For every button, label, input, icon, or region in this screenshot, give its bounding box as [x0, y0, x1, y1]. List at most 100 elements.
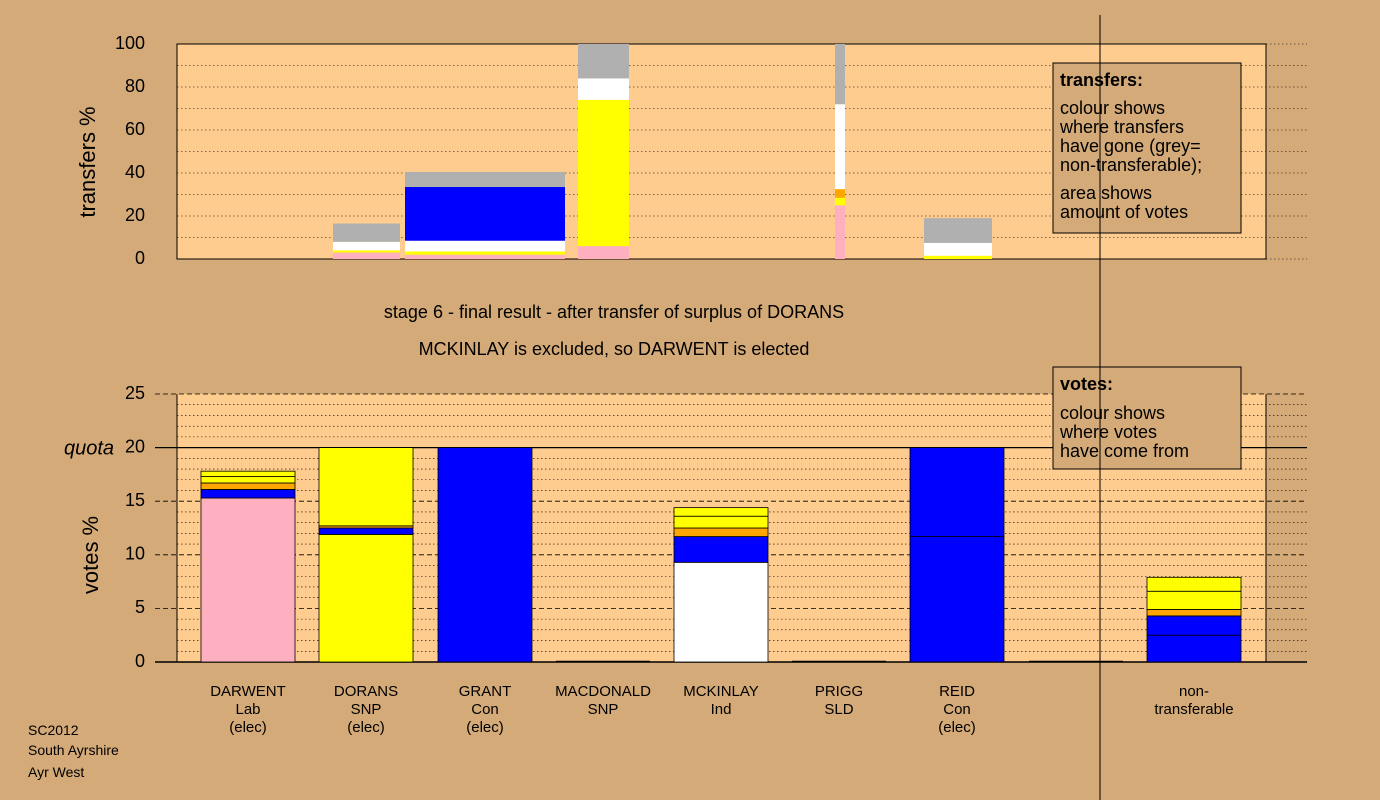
votes-legend-box — [1052, 366, 1242, 470]
vote-bar-segment — [909, 447, 1005, 537]
category-label: DORANS — [334, 683, 398, 700]
category-label: Ind — [711, 701, 732, 718]
vote-bar-segment — [673, 561, 769, 663]
transfers-y-axis-label: transfers % — [75, 106, 100, 217]
transfers-y-ticks: 0 20 40 60 80 100 — [115, 33, 145, 268]
footer-line: Ayr West — [28, 764, 84, 780]
transfers-tick-label: 0 — [135, 248, 145, 268]
vote-bar-segment — [200, 482, 296, 490]
transfers-legend-line: amount of votes — [1060, 202, 1188, 222]
vote-bar-segment — [673, 527, 769, 537]
transfer-bar-segment — [333, 223, 400, 242]
votes-tick-label: 10 — [125, 544, 145, 564]
vote-bar-segment — [1146, 590, 1242, 610]
transfer-bar-segment — [835, 197, 845, 206]
vote-bar-segment — [318, 534, 414, 663]
transfers-legend-line: where transfers — [1059, 117, 1184, 137]
votes-y-ticks: 0 5 10 15 20 25 — [125, 383, 145, 671]
transfers-legend-line: area shows — [1060, 183, 1152, 203]
transfer-bar-segment — [405, 171, 565, 187]
transfer-bar-segment — [333, 250, 400, 253]
category-label: GRANT — [459, 683, 512, 700]
transfer-bar-segment — [578, 99, 629, 247]
category-label: MCKINLAY — [683, 683, 759, 700]
transfers-bars — [333, 44, 992, 259]
quota-label: quota — [64, 437, 114, 459]
category-label: SLD — [824, 701, 853, 718]
vote-bar-segment — [437, 447, 533, 663]
category-label: non- — [1179, 683, 1209, 700]
vote-bar-segment — [1146, 609, 1242, 617]
transfers-legend-line: colour shows — [1060, 98, 1165, 118]
transfer-bar-segment — [924, 218, 992, 243]
transfer-bar-segment — [405, 240, 565, 252]
transfer-bar-segment — [333, 252, 400, 259]
vote-bar-segment — [909, 536, 1005, 663]
category-label: Lab — [235, 701, 260, 718]
vote-bar-segment — [318, 447, 414, 527]
category-label: (elec) — [347, 719, 385, 736]
transfer-bar-segment — [835, 104, 845, 190]
transfers-legend-heading: transfers: — [1060, 70, 1143, 90]
votes-legend-line: have come from — [1060, 441, 1189, 461]
transfers-gridlines — [177, 43, 1307, 260]
votes-legend-line: where votes — [1059, 422, 1157, 442]
votes-legend: votes: colour shows where votes have com… — [1052, 366, 1242, 470]
vote-bar-segment — [200, 497, 296, 663]
category-label: Con — [943, 701, 971, 718]
category-label: PRIGG — [815, 683, 863, 700]
vote-bar-segment — [1146, 634, 1242, 663]
category-label: transferable — [1154, 701, 1233, 718]
transfer-bar-segment — [835, 189, 845, 198]
category-label: SNP — [588, 701, 619, 718]
votes-tick-label: 25 — [125, 383, 145, 403]
category-label: (elec) — [466, 719, 504, 736]
transfer-bar-segment — [835, 205, 845, 259]
transfers-tick-label: 60 — [125, 119, 145, 139]
vote-bar-segment — [200, 470, 296, 477]
transfer-bar-segment — [578, 44, 629, 79]
transfer-bar-segment — [405, 186, 565, 241]
vote-bar-segment — [673, 536, 769, 563]
transfers-panel: 0 20 40 60 80 100 transfers % transfers: colo… — [75, 33, 1307, 268]
transfers-legend-line: have gone (grey= — [1060, 136, 1201, 156]
transfer-bar-segment — [578, 78, 629, 100]
vote-bar-segment — [200, 476, 296, 484]
category-label: REID — [939, 683, 975, 700]
transfer-bar-segment — [924, 255, 992, 259]
transfer-bar-segment — [835, 44, 845, 105]
vote-bar-segment — [673, 515, 769, 529]
votes-legend-line: colour shows — [1060, 403, 1165, 423]
votes-y-axis-label: votes % — [78, 516, 103, 594]
footer-line: South Ayrshire — [28, 742, 119, 758]
category-label: Con — [471, 701, 499, 718]
votes-tick-label: 15 — [125, 490, 145, 510]
votes-tick-label: 20 — [125, 436, 145, 456]
category-label: (elec) — [229, 719, 267, 736]
votes-tick-label: 5 — [135, 597, 145, 617]
votes-legend-heading: votes: — [1060, 374, 1113, 394]
vote-bar-segment — [318, 527, 414, 535]
vote-bar-segment — [673, 507, 769, 517]
vote-bar-segment — [200, 489, 296, 499]
chart-title-line-2: MCKINLAY is excluded, so DARWENT is elec… — [419, 339, 810, 359]
transfer-bar-segment — [578, 246, 629, 259]
transfer-bar-segment — [333, 241, 400, 251]
category-label: MACDONALD — [555, 683, 651, 700]
transfer-bar-segment — [405, 254, 565, 259]
votes-bars — [200, 447, 1242, 663]
transfers-legend-line: non-transferable); — [1060, 155, 1202, 175]
vote-bar-segment — [1146, 615, 1242, 636]
votes-category-labels: DARWENTLab(elec)DORANSSNP(elec)GRANTCon(… — [210, 683, 1233, 736]
footer-line: SC2012 — [28, 722, 79, 738]
category-label: SNP — [351, 701, 382, 718]
transfers-tick-label: 80 — [125, 76, 145, 96]
votes-tick-label: 0 — [135, 651, 145, 671]
category-label: DARWENT — [210, 683, 286, 700]
vote-bar-segment — [1146, 576, 1242, 592]
category-label: (elec) — [938, 719, 976, 736]
transfers-legend-box — [1052, 62, 1242, 234]
transfer-bar-segment — [924, 242, 992, 256]
